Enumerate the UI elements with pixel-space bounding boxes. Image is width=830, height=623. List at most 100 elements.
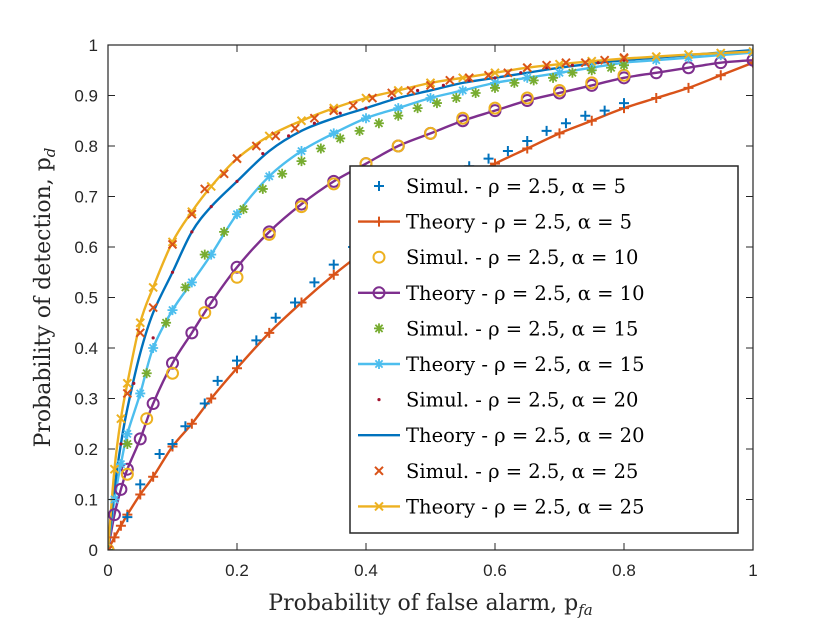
- simul-point-alpha-15: [412, 103, 423, 114]
- simul-point-alpha-25: [619, 52, 629, 63]
- simul-point-alpha-25: [348, 100, 358, 111]
- simul-point-alpha-25: [309, 113, 320, 123]
- simul-point-alpha-20: [312, 121, 316, 125]
- simul-point-alpha-5: [154, 449, 165, 460]
- simul-point-alpha-10: [198, 306, 212, 320]
- simul-point-alpha-20: [132, 381, 136, 385]
- simul-point-alpha-20: [190, 230, 194, 234]
- theory-marker-alpha-25: [296, 116, 307, 126]
- simul-point-alpha-15: [490, 82, 500, 93]
- simul-point-alpha-5: [619, 98, 629, 109]
- simul-point-alpha-10: [424, 126, 437, 140]
- theory-marker-alpha-15: [683, 52, 694, 63]
- simul-point-alpha-15: [619, 60, 629, 71]
- simul-point-alpha-20: [235, 179, 239, 183]
- legend-label: Simul. - ρ = 2.5, α = 5: [406, 175, 626, 198]
- theory-marker-alpha-15: [425, 93, 436, 104]
- simul-point-alpha-5: [212, 375, 223, 386]
- theory-marker-alpha-15: [135, 388, 146, 399]
- simul-point-alpha-15: [122, 438, 133, 449]
- y-tick-label: 0.1: [74, 491, 98, 510]
- y-tick-label: 0.5: [74, 289, 98, 308]
- x-axis-label: Probability of false alarm, pfa: [268, 591, 592, 619]
- simul-point-alpha-15: [567, 67, 578, 78]
- ticks-layer: 0 0.2 0.4 0.6 0.8 1 0 0.1 0.2 0.3 0.4 0.5 0.6 0.7 0.8 0…: [74, 36, 757, 580]
- simul-point-alpha-25: [367, 93, 378, 103]
- theory-marker-alpha-10: [114, 482, 128, 496]
- theory-marker-alpha-10: [146, 397, 160, 411]
- theory-marker-alpha-10: [185, 326, 199, 340]
- theory-marker-alpha-25: [122, 378, 133, 389]
- theory-marker-alpha-25: [167, 237, 178, 247]
- simul-point-alpha-20: [261, 151, 265, 156]
- theory-marker-alpha-5: [109, 532, 120, 543]
- simul-point-alpha-15: [141, 368, 152, 379]
- legend-entry: Theory - ρ = 2.5, α = 5: [358, 211, 632, 234]
- theory-marker-alpha-25: [329, 103, 339, 113]
- simul-point-alpha-25: [541, 60, 552, 70]
- legend-entry: Theory - ρ = 2.5, α = 15: [358, 353, 645, 376]
- legend-label: Simul. - ρ = 2.5, α = 15: [406, 317, 638, 340]
- y-tick-label: 0.6: [74, 238, 98, 257]
- legend-entry: Theory - ρ = 2.5, α = 10: [358, 282, 645, 305]
- theory-marker-alpha-15: [651, 55, 662, 66]
- legend-label: Theory - ρ = 2.5, α = 5: [406, 211, 632, 234]
- theory-marker-alpha-15: [148, 343, 159, 353]
- simul-point-alpha-25: [232, 153, 242, 164]
- simul-point-alpha-20: [287, 134, 291, 138]
- theory-marker-alpha-15: [490, 77, 500, 88]
- simul-point-alpha-10: [295, 200, 308, 214]
- simul-point-alpha-20: [170, 270, 175, 274]
- theory-marker-alpha-25: [748, 46, 753, 57]
- theory-marker-alpha-25: [425, 78, 436, 88]
- simul-point-alpha-15: [335, 133, 346, 144]
- simul-point-alpha-5: [270, 312, 281, 323]
- theory-marker-alpha-25: [651, 51, 661, 62]
- theory-marker-alpha-5: [148, 471, 159, 482]
- simul-point-alpha-5: [135, 479, 146, 490]
- legend-label: Theory - ρ = 2.5, α = 25: [406, 495, 645, 518]
- x-tick-label: 1: [748, 561, 757, 580]
- legend-marker-sample: [374, 359, 384, 369]
- theory-marker-alpha-25: [148, 282, 158, 293]
- simul-point-alpha-25: [290, 123, 300, 134]
- legend-label: Theory - ρ = 2.5, α = 10: [406, 282, 645, 305]
- legend-entry: Theory - ρ = 2.5, α = 20: [358, 424, 645, 447]
- simul-point-alpha-10: [553, 83, 566, 97]
- legend-entry: Theory - ρ = 2.5, α = 25: [358, 495, 645, 518]
- simul-point-alpha-15: [470, 87, 481, 98]
- y-tick-label: 0.8: [74, 137, 98, 156]
- simul-point-alpha-10: [456, 111, 470, 125]
- simul-point-alpha-5: [122, 512, 133, 523]
- simul-point-alpha-15: [161, 317, 172, 328]
- simul-point-alpha-10: [327, 177, 341, 191]
- theory-marker-alpha-25: [490, 68, 500, 78]
- simul-point-alpha-10: [488, 101, 502, 115]
- simul-point-alpha-10: [391, 139, 405, 153]
- simul-point-alpha-15: [528, 75, 539, 86]
- simul-point-alpha-5: [483, 153, 494, 164]
- theory-marker-alpha-25: [109, 464, 120, 474]
- simul-point-alpha-20: [119, 442, 123, 446]
- theory-marker-alpha-15: [122, 428, 133, 439]
- theory-marker-alpha-5: [715, 70, 726, 81]
- theory-marker-alpha-15: [554, 67, 565, 78]
- theory-marker-alpha-15: [232, 209, 242, 220]
- simul-point-alpha-5: [309, 277, 320, 288]
- x-tick-label: 0.6: [483, 561, 507, 580]
- theory-marker-alpha-10: [204, 296, 218, 310]
- simul-point-alpha-25: [219, 169, 229, 179]
- simul-point-alpha-5: [522, 135, 533, 146]
- legend-marker-sample: [374, 501, 384, 512]
- simul-point-alpha-5: [502, 146, 513, 157]
- theory-marker-alpha-25: [187, 206, 197, 217]
- simul-point-alpha-25: [561, 57, 571, 68]
- legend-label: Simul. - ρ = 2.5, α = 25: [406, 460, 638, 483]
- y-tick-label: 0.2: [74, 440, 98, 459]
- simul-point-alpha-15: [257, 183, 268, 194]
- y-tick-label: 0.7: [74, 188, 98, 207]
- simul-point-alpha-20: [441, 83, 445, 87]
- simul-point-alpha-10: [140, 412, 154, 426]
- theory-marker-alpha-10: [746, 53, 753, 67]
- plot-frame: [107, 44, 754, 551]
